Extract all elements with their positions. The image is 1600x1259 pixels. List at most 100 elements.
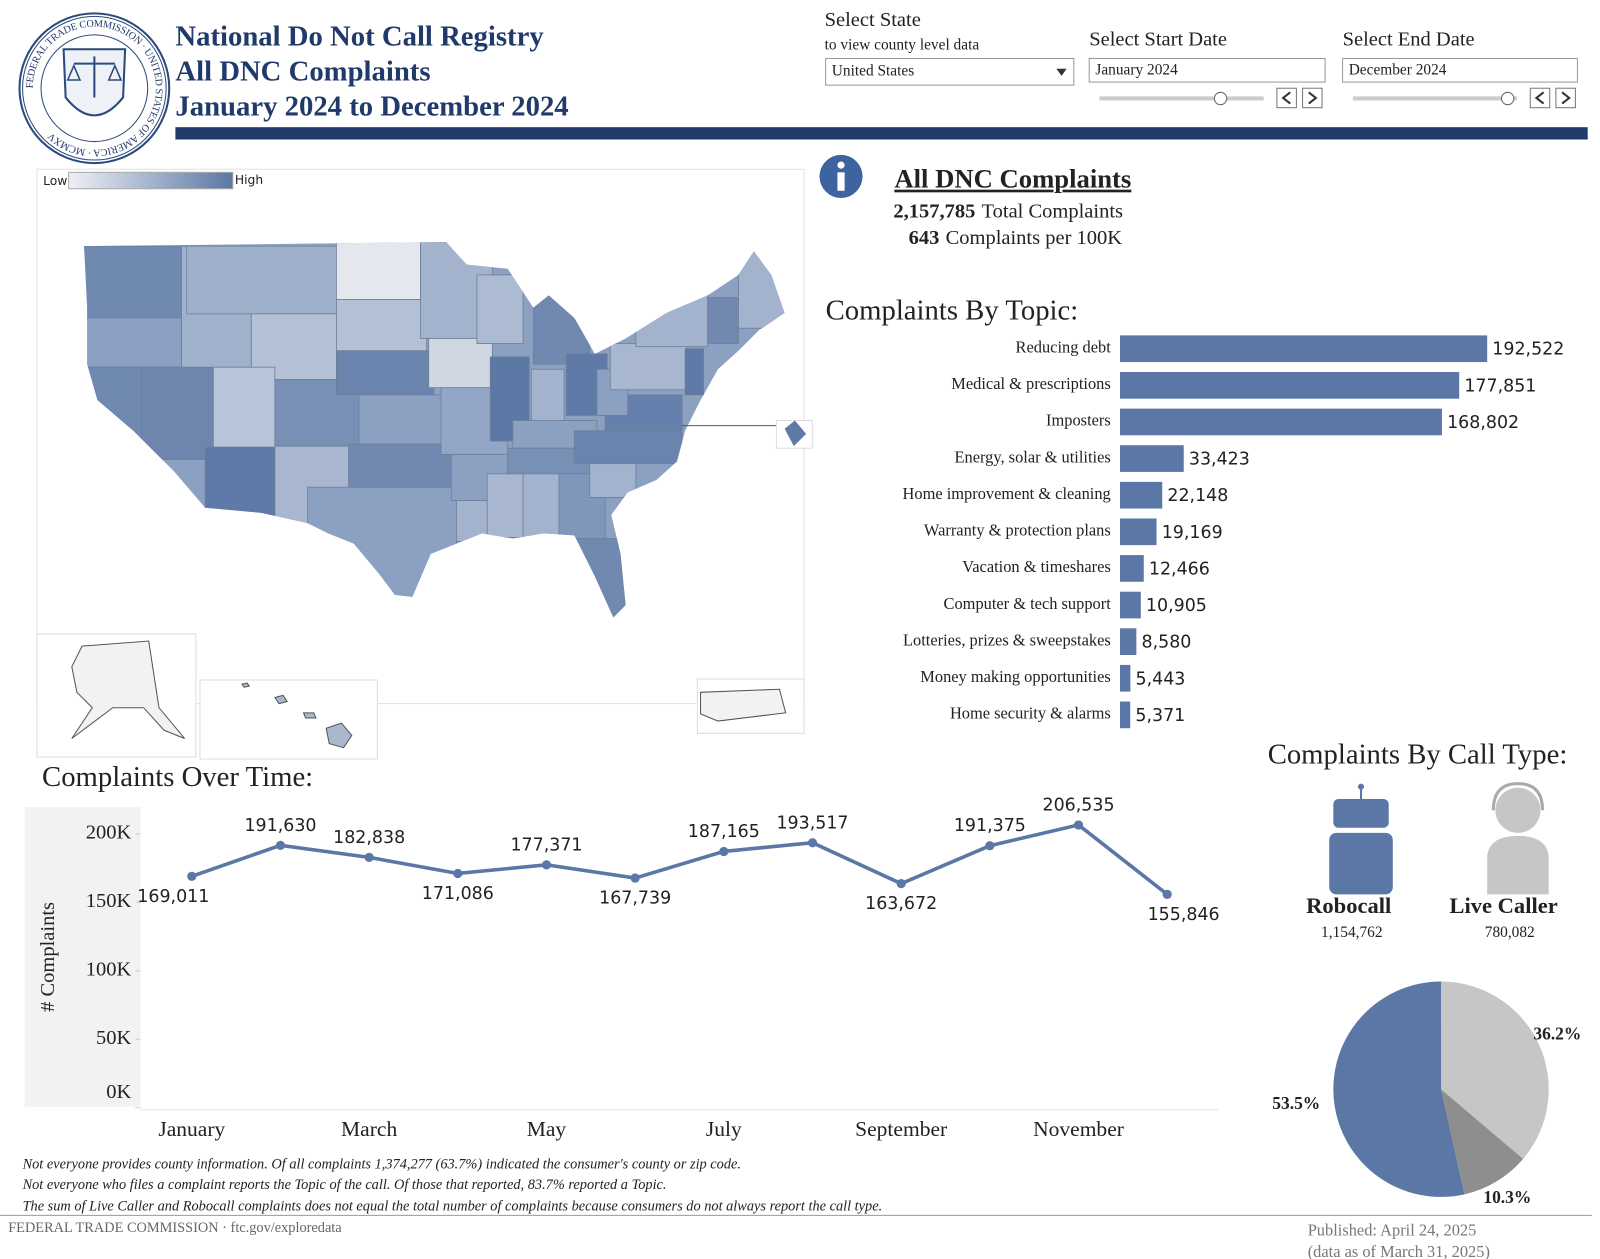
ftc-seal: FEDERAL TRADE COMMISSION · UNITED STATES… bbox=[18, 12, 171, 165]
point bbox=[1162, 889, 1172, 899]
prev-button[interactable] bbox=[1276, 87, 1297, 109]
legend-low: Low bbox=[43, 174, 67, 188]
prev-icon[interactable] bbox=[1534, 91, 1545, 105]
person-icon bbox=[1487, 782, 1549, 895]
next-button[interactable] bbox=[1555, 87, 1576, 109]
pie-slice bbox=[1441, 1089, 1524, 1195]
pie-label: 53.5% bbox=[1272, 1093, 1320, 1113]
date-value[interactable]: December 2024 bbox=[1349, 61, 1447, 78]
footnote: The sum of Live Caller and Robocall comp… bbox=[23, 1198, 883, 1214]
total-value: 2,157,785 bbox=[893, 200, 975, 222]
alaska-shape[interactable] bbox=[71, 640, 186, 739]
bar-value-label: 19,169 bbox=[1162, 523, 1223, 543]
bar-value-label: 12,466 bbox=[1149, 559, 1210, 579]
summary-total: 2,157,785 Total Complaints bbox=[893, 200, 1123, 222]
topic-label: Reducing debt bbox=[1016, 337, 1112, 356]
call-type-name: Robocall bbox=[1306, 893, 1391, 918]
bar bbox=[1120, 518, 1157, 546]
topic-label: Money making opportunities bbox=[920, 667, 1110, 686]
point-label: 169,011 bbox=[137, 887, 209, 907]
y-tick-label: 100K bbox=[86, 958, 132, 980]
info-dot[interactable] bbox=[837, 161, 845, 169]
call-type-name: Live Caller bbox=[1449, 893, 1557, 918]
dropdown-value[interactable]: United States bbox=[832, 62, 914, 79]
bar bbox=[1120, 591, 1141, 619]
footnote: Not everyone who files a complaint repor… bbox=[22, 1177, 667, 1193]
call-type-count: 1,154,762 bbox=[1321, 924, 1383, 941]
prev-icon[interactable] bbox=[1281, 91, 1291, 105]
prev-button[interactable] bbox=[1529, 87, 1551, 109]
dropdown-arrow[interactable] bbox=[1056, 68, 1067, 76]
topic-label: Energy, solar & utilities bbox=[954, 447, 1110, 466]
y-tick-label: 150K bbox=[86, 890, 132, 912]
x-tick-label: March bbox=[341, 1117, 397, 1141]
footer-agency[interactable]: FEDERAL TRADE COMMISSION · ftc.gov/explo… bbox=[8, 1220, 342, 1236]
pie-slice bbox=[1333, 981, 1465, 1197]
next-button[interactable] bbox=[1302, 87, 1323, 109]
point bbox=[1073, 820, 1084, 830]
legend-gradient bbox=[68, 171, 234, 190]
bar bbox=[1120, 555, 1144, 582]
summary-title: All DNC Complaints bbox=[894, 164, 1131, 194]
state-dropdown[interactable]: United States bbox=[825, 57, 1075, 86]
info-icon[interactable] bbox=[819, 154, 863, 198]
bar-value-label: 8,580 bbox=[1141, 633, 1191, 653]
point-label: 193,517 bbox=[776, 813, 848, 833]
pie-label: 36.2% bbox=[1533, 1023, 1581, 1043]
point-label: 171,086 bbox=[422, 884, 494, 904]
point-label: 206,535 bbox=[1042, 795, 1114, 815]
footnote: Not everyone provides county information… bbox=[22, 1156, 741, 1172]
point bbox=[541, 860, 552, 870]
title-line: National Do Not Call Registry bbox=[175, 21, 544, 53]
slider-handle[interactable] bbox=[1213, 91, 1228, 106]
filter-label: Select Start Date bbox=[1089, 29, 1227, 51]
bar-value-label: 177,851 bbox=[1464, 376, 1536, 396]
dropdown-box[interactable] bbox=[825, 57, 1075, 86]
x-tick-label: September bbox=[855, 1117, 947, 1141]
point bbox=[807, 838, 818, 848]
info-bar[interactable] bbox=[837, 172, 845, 191]
footer-published: Published: April 24, 2025 bbox=[1308, 1221, 1477, 1240]
call-type-count: 780,082 bbox=[1485, 924, 1535, 941]
hawaii-shape[interactable] bbox=[241, 682, 353, 749]
topic-label: Medical & prescriptions bbox=[951, 374, 1110, 393]
bar bbox=[1120, 408, 1442, 436]
bar bbox=[1120, 664, 1131, 692]
bar bbox=[1120, 445, 1184, 472]
bar bbox=[1120, 372, 1460, 399]
hawaii-inset bbox=[199, 679, 378, 760]
section-title: Complaints By Topic: bbox=[826, 294, 1079, 326]
filter-sublabel: to view county level data bbox=[825, 37, 980, 54]
pr-shape[interactable] bbox=[699, 688, 787, 722]
us-map[interactable] bbox=[62, 236, 800, 626]
per100k-value: 643 bbox=[909, 227, 940, 249]
bar bbox=[1120, 481, 1163, 509]
bar-value-label: 10,905 bbox=[1146, 596, 1207, 616]
y-axis-band bbox=[24, 807, 141, 1107]
next-icon[interactable] bbox=[1561, 91, 1571, 105]
point-label: 167,739 bbox=[599, 889, 671, 909]
section-title: Complaints Over Time: bbox=[42, 761, 313, 793]
date-value[interactable]: January 2024 bbox=[1095, 61, 1178, 78]
point bbox=[985, 841, 995, 851]
next-icon[interactable] bbox=[1308, 91, 1318, 105]
topic-label: Computer & tech support bbox=[944, 594, 1112, 613]
topic-label: Home security & alarms bbox=[950, 704, 1111, 723]
slider-handle[interactable] bbox=[1501, 91, 1515, 106]
topic-label: Home improvement & cleaning bbox=[903, 484, 1111, 503]
topic-label: Lotteries, prizes & sweepstakes bbox=[903, 630, 1111, 649]
bar-value-label: 192,522 bbox=[1492, 340, 1564, 360]
summary-per100k: 643 Complaints per 100K bbox=[909, 227, 1123, 249]
section-title: Complaints By Call Type: bbox=[1268, 739, 1568, 771]
date-box[interactable] bbox=[1088, 57, 1326, 83]
point bbox=[275, 840, 286, 850]
point bbox=[364, 852, 374, 862]
x-tick-label: November bbox=[1033, 1117, 1124, 1141]
date-box[interactable] bbox=[1342, 57, 1578, 83]
bar bbox=[1120, 628, 1137, 655]
bar-value-label: 33,423 bbox=[1189, 450, 1250, 470]
pie-slice bbox=[1441, 981, 1549, 1159]
bar bbox=[1120, 335, 1488, 363]
topic-label: Imposters bbox=[1046, 411, 1111, 430]
dc-shape[interactable] bbox=[784, 420, 807, 447]
